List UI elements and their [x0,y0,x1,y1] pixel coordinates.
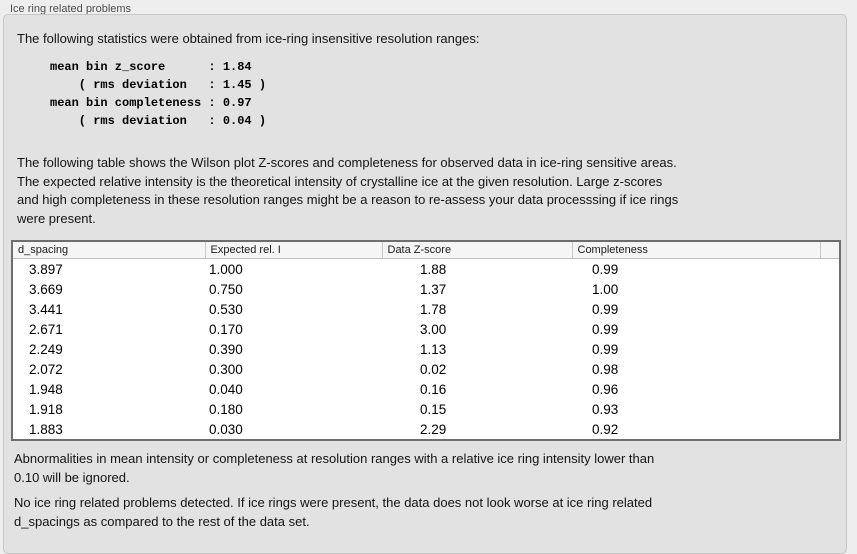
stats-block: mean bin z_score : 1.84 ( rms deviation … [50,60,267,128]
table-cell: 2.072 [29,361,63,377]
table-cell: 1.000 [209,261,243,277]
table-cell [820,339,840,359]
table-row[interactable]: 2.072 0.300 0.02 0.98 [12,359,840,379]
table-cell: 0.96 [592,381,619,397]
table-cell: 0.99 [592,261,619,277]
table-cell: 1.948 [29,381,63,397]
table-cell: 0.15 [420,401,447,417]
table-description: The following table shows the Wilson plo… [17,155,679,226]
table-cell: 0.750 [209,281,243,297]
table-row[interactable]: 3.441 0.530 1.78 0.99 [12,299,840,319]
table-cell: 0.300 [209,361,243,377]
ice-ring-table[interactable]: d_spacing Expected rel. I Data Z-score Comp… [11,240,841,441]
table-cell: 0.180 [209,401,243,417]
ignore-threshold-note: Abnormalities in mean intensity or compl… [14,451,655,485]
table-row[interactable]: 3.669 0.750 1.37 1.00 [12,279,840,299]
table-cell: 0.040 [209,381,243,397]
table-row[interactable]: 1.883 0.030 2.29 0.92 [12,419,840,440]
ice-ring-panel: The following statistics were obtained f… [3,14,847,554]
table-cell [820,259,840,280]
column-header-completeness[interactable]: Completeness [572,241,821,259]
table-cell: 0.92 [592,421,619,437]
table-row[interactable]: 2.671 0.170 3.00 0.99 [12,319,840,339]
table-cell [820,359,840,379]
table-cell: 1.37 [420,281,447,297]
table-cell: 3.669 [29,281,63,297]
table-cell: 1.88 [420,261,447,277]
table-row[interactable]: 2.249 0.390 1.13 0.99 [12,339,840,359]
table-cell: 0.170 [209,321,243,337]
table-row[interactable]: 3.897 1.000 1.88 0.99 [12,259,840,280]
ice-table-body: 3.897 1.000 1.88 0.99 3.669 0.750 1.37 1.00 3.44… [12,259,840,441]
table-cell: 2.29 [420,421,447,437]
table-cell: 1.883 [29,421,63,437]
table-cell: 1.918 [29,401,63,417]
column-header-d-spacing[interactable]: d_spacing [12,241,206,259]
table-cell [820,299,840,319]
column-header-data-z-score[interactable]: Data Z-score [382,241,573,259]
table-row[interactable]: 1.948 0.040 0.16 0.96 [12,379,840,399]
table-cell [820,419,840,440]
intro-text: The following statistics were obtained f… [17,31,480,46]
table-cell: 0.530 [209,301,243,317]
table-cell: 0.030 [209,421,243,437]
table-cell: 2.671 [29,321,63,337]
table-cell: 1.78 [420,301,447,317]
table-row[interactable]: 1.918 0.180 0.15 0.93 [12,399,840,419]
column-header-expected-rel-i[interactable]: Expected rel. I [205,241,383,259]
table-cell: 3.441 [29,301,63,317]
table-cell: 0.16 [420,381,447,397]
panel-title: Ice ring related problems [10,3,132,15]
table-cell [820,279,840,299]
table-cell: 0.99 [592,321,619,337]
table-cell: 0.93 [592,401,619,417]
table-cell: 3.897 [29,261,63,277]
column-header-filler [820,241,840,259]
table-cell [820,319,840,339]
table-cell: 0.99 [592,341,619,357]
table-header-row: d_spacing Expected rel. I Data Z-score Comp… [12,241,840,259]
table-cell: 0.02 [420,361,447,377]
table-cell: 1.00 [592,281,619,297]
table-cell: 0.99 [592,301,619,317]
table-cell [820,379,840,399]
conclusion-text: No ice ring related problems detected. I… [14,495,653,529]
table-cell: 1.13 [420,341,447,357]
table-cell: 0.390 [209,341,243,357]
table-cell: 3.00 [420,321,447,337]
table-cell [820,399,840,419]
table-cell: 2.249 [29,341,63,357]
table-cell: 0.98 [592,361,619,377]
